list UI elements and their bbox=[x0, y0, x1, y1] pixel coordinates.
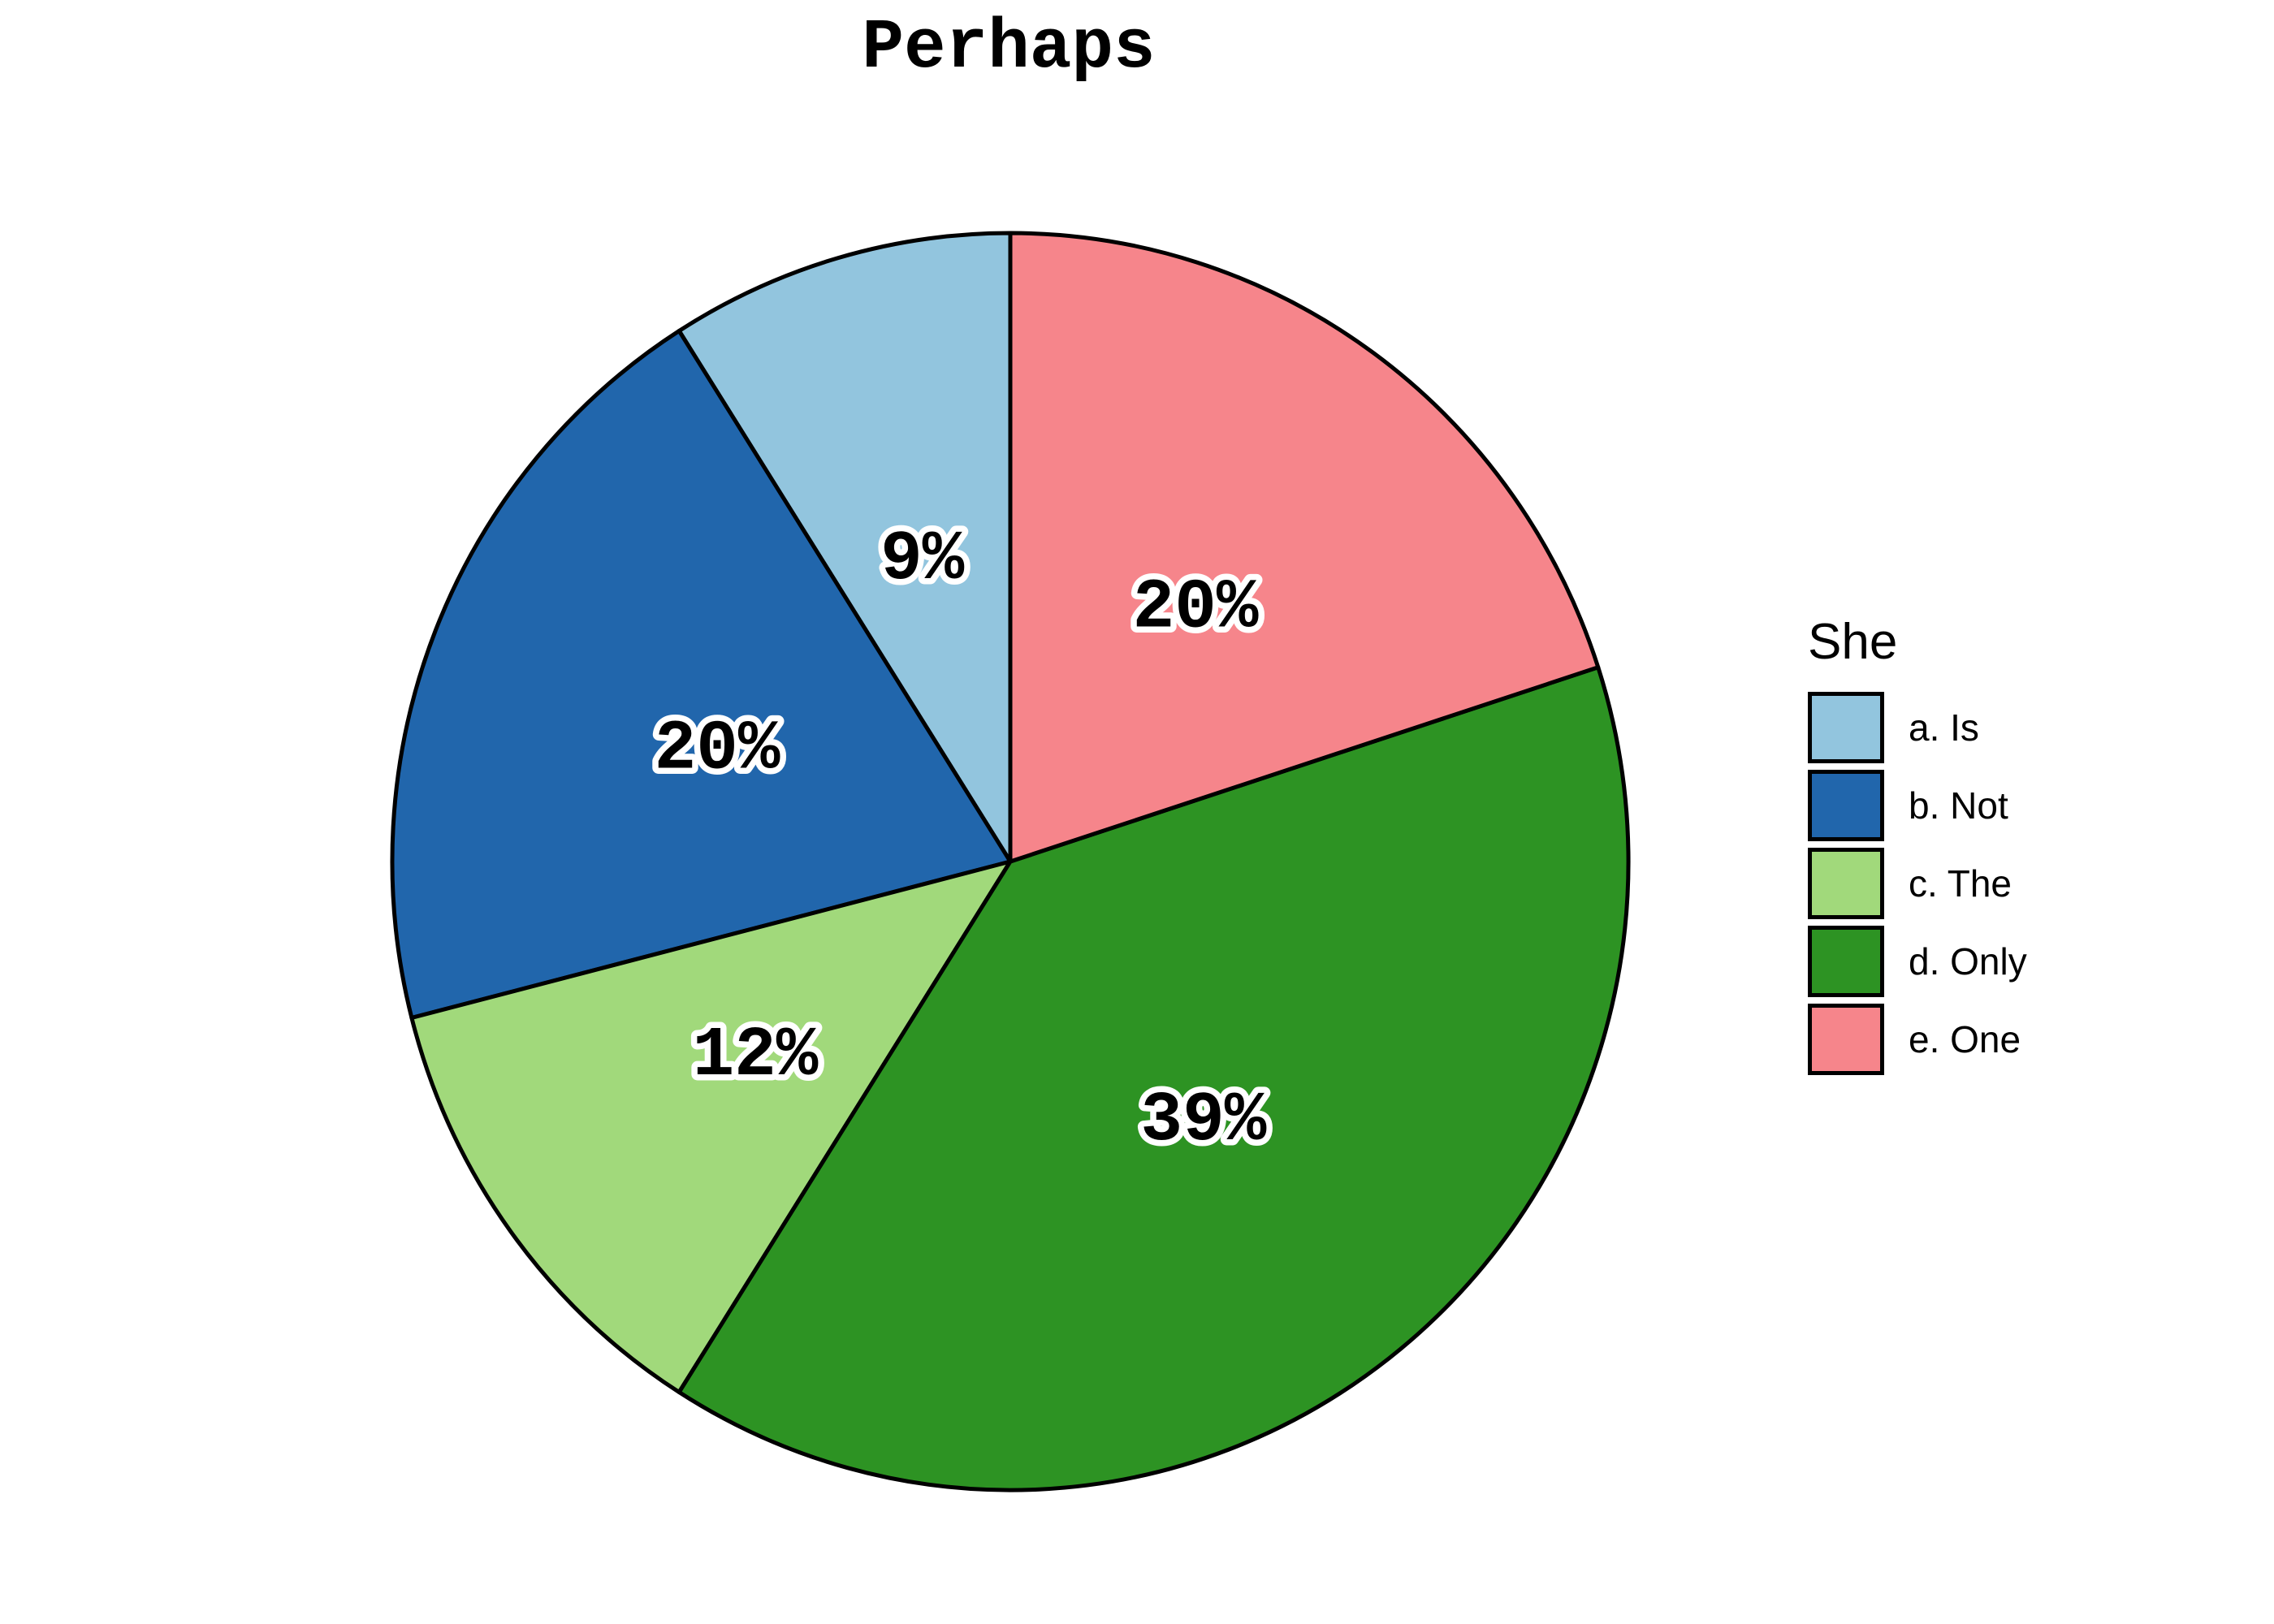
slice-percent-label: 39% bbox=[1140, 1081, 1266, 1160]
pie-slice bbox=[390, 329, 1013, 1020]
legend-item: a. Is bbox=[1808, 692, 2027, 763]
slice-percent-label: 20% bbox=[655, 710, 780, 789]
legend-item-label: c. The bbox=[1909, 862, 2012, 905]
slice-percent-label: 9% bbox=[880, 520, 965, 599]
legend-item: d. Only bbox=[1808, 926, 2027, 997]
pie-labels-group: 9% 20% 12% 39% 20% bbox=[648, 513, 1273, 1166]
legend-swatch bbox=[1808, 848, 1884, 919]
legend-item: c. The bbox=[1808, 848, 2027, 919]
legend-item: b. Not bbox=[1808, 770, 2027, 841]
legend-item-label: d. Only bbox=[1909, 940, 2027, 983]
legend-swatch bbox=[1808, 926, 1884, 997]
chart-title: Perhaps bbox=[862, 8, 1156, 88]
slice-percent-label: 12% bbox=[693, 1016, 819, 1095]
legend-item-label: b. Not bbox=[1909, 784, 2008, 827]
legend-item-label: e. One bbox=[1909, 1018, 2021, 1060]
legend-item: e. One bbox=[1808, 1004, 2027, 1075]
legend-title: She bbox=[1808, 614, 1898, 670]
pie-slice bbox=[1008, 231, 1601, 864]
legend-swatch bbox=[1808, 1004, 1884, 1075]
pie-slice bbox=[677, 231, 1013, 864]
pie-slice bbox=[677, 665, 1631, 1492]
legend-swatch bbox=[1808, 692, 1884, 763]
legend: She a. Is b. Not c. The d. Only e. One bbox=[1808, 617, 2027, 1082]
legend-rows: a. Is b. Not c. The d. Only e. One bbox=[1808, 692, 2027, 1075]
pie-slice bbox=[409, 859, 1013, 1394]
legend-item-label: a. Is bbox=[1909, 706, 1979, 749]
slice-percent-label: 20% bbox=[1133, 568, 1259, 648]
pie-slices-group bbox=[390, 231, 1631, 1492]
legend-swatch bbox=[1808, 770, 1884, 841]
